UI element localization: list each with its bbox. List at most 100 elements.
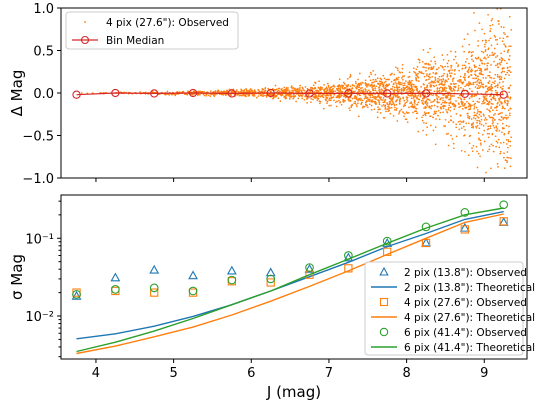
scatter-point xyxy=(503,152,505,155)
scatter-point xyxy=(325,97,328,100)
scatter-point xyxy=(297,89,300,92)
scatter-point xyxy=(367,83,370,86)
scatter-point xyxy=(261,88,264,90)
scatter-point xyxy=(374,73,377,76)
scatter-point xyxy=(407,112,410,114)
scatter-point xyxy=(481,50,483,53)
scatter-point xyxy=(490,107,492,110)
scatter-point xyxy=(501,112,503,114)
scatter-point xyxy=(412,111,414,114)
scatter-point xyxy=(436,100,439,103)
scatter-point xyxy=(464,150,466,153)
scatter-point xyxy=(390,106,393,109)
scatter-point xyxy=(453,83,456,85)
scatter-point xyxy=(467,68,470,71)
scatter-point xyxy=(476,166,479,169)
scatter-point xyxy=(443,83,446,86)
scatter-point xyxy=(477,132,480,134)
scatter-point xyxy=(380,80,383,83)
scatter-point xyxy=(306,102,308,104)
scatter-point xyxy=(507,116,509,119)
scatter-point xyxy=(288,94,291,97)
scatter-point xyxy=(438,118,441,121)
scatter-point xyxy=(485,41,487,44)
scatter-point xyxy=(391,85,394,88)
scatter-point xyxy=(336,89,339,92)
scatter-point xyxy=(303,89,306,92)
scatter-point xyxy=(459,80,462,82)
scatter-point xyxy=(488,148,491,151)
scatter-point xyxy=(419,94,422,96)
scatter-point xyxy=(408,106,410,109)
bottom-legend-label: 4 pix (27.6"): Observed xyxy=(404,297,527,309)
scatter-point xyxy=(485,77,487,79)
scatter-point xyxy=(503,50,506,53)
scatter-point xyxy=(447,91,450,94)
scatter-point xyxy=(279,90,281,93)
scatter-point xyxy=(287,94,290,97)
scatter-point xyxy=(444,81,446,83)
scatter-point xyxy=(371,96,374,99)
scatter-point xyxy=(471,54,473,57)
x-axis-label: J (mag) xyxy=(266,383,321,401)
scatter-point xyxy=(494,119,496,121)
scatter-point xyxy=(499,86,502,89)
scatter-point xyxy=(213,95,216,98)
scatter-point xyxy=(379,77,382,80)
scatter-point xyxy=(506,67,509,69)
scatter-point xyxy=(203,94,206,97)
scatter-point xyxy=(361,90,364,93)
scatter-point xyxy=(309,87,312,89)
scatter-point xyxy=(382,86,385,88)
scatter-point xyxy=(434,78,437,80)
scatter-point xyxy=(250,89,253,92)
scatter-point xyxy=(364,103,367,106)
scatter-point xyxy=(497,23,500,25)
scatter-point xyxy=(468,108,470,111)
scatter-point xyxy=(435,84,438,87)
scatter-point xyxy=(398,99,401,102)
scatter-point xyxy=(503,156,505,159)
scatter-point xyxy=(382,74,385,77)
scatter-point xyxy=(319,102,321,105)
scatter-point xyxy=(497,66,500,69)
scatter-point xyxy=(449,106,452,109)
scatter-point xyxy=(397,78,399,81)
scatter-point xyxy=(371,101,374,103)
scatter-point xyxy=(502,26,505,29)
scatter-point xyxy=(460,121,463,123)
scatter-point xyxy=(441,87,444,89)
scatter-point xyxy=(437,81,440,83)
scatter-point xyxy=(483,57,485,60)
scatter-point xyxy=(421,119,424,122)
scatter-point xyxy=(508,70,511,72)
scatter-point xyxy=(293,96,295,99)
scatter-point xyxy=(473,107,475,110)
scatter-point xyxy=(302,89,304,91)
scatter-point xyxy=(479,142,482,145)
scatter-point xyxy=(339,89,342,92)
scatter-point xyxy=(414,95,417,98)
scatter-point xyxy=(502,141,505,144)
scatter-point xyxy=(317,86,320,89)
scatter-point xyxy=(477,40,479,42)
bottom-legend-item: 4 pix (27.6"): Observed xyxy=(379,297,527,309)
scatter-point xyxy=(487,103,490,106)
scatter-point xyxy=(476,119,479,122)
scatter-point xyxy=(365,86,368,88)
scatter-point xyxy=(402,78,404,81)
scatter-point xyxy=(236,89,238,91)
scatter-point xyxy=(283,86,286,89)
bottom-legend-item: 6 pix (41.4"): Theoretical xyxy=(371,342,535,354)
scatter-point xyxy=(257,95,260,97)
legend-scatter-marker xyxy=(84,21,86,23)
scatter-point xyxy=(425,134,428,136)
scatter-point xyxy=(447,121,450,123)
scatter-point xyxy=(333,86,336,88)
scatter-point xyxy=(449,109,452,112)
scatter-point xyxy=(496,91,499,94)
scatter-point xyxy=(437,77,439,80)
scatter-point xyxy=(425,62,428,65)
scatter-point xyxy=(289,93,292,96)
scatter-point xyxy=(481,28,483,31)
